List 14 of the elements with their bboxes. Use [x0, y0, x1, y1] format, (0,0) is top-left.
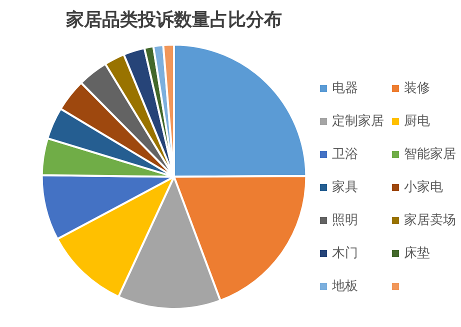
legend-label: 定制家居: [332, 113, 384, 130]
legend-label: 电器: [332, 80, 358, 97]
chart-title: 家居品类投诉数量占比分布: [65, 9, 282, 30]
legend-label: 智能家居: [404, 146, 456, 163]
legend-label: 地板: [332, 278, 358, 295]
legend-label: 家居卖场: [404, 212, 456, 229]
legend-label: 家具: [332, 179, 358, 196]
legend-label: 厨电: [404, 113, 430, 130]
legend-label: 照明: [332, 212, 358, 229]
legend-label: 卫浴: [332, 146, 358, 163]
legend-label: 小家电: [404, 179, 443, 196]
legend-label: 装修: [404, 80, 430, 97]
legend-label: 木门: [332, 245, 358, 262]
legend-label: 床垫: [404, 245, 430, 262]
